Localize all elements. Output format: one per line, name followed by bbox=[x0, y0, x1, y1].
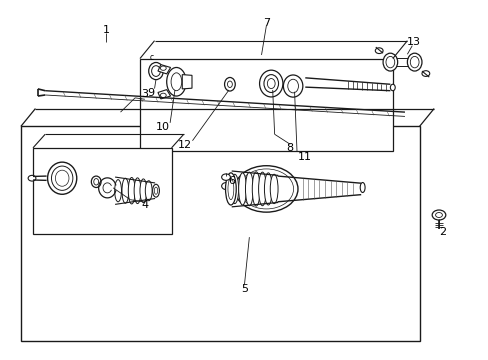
Ellipse shape bbox=[171, 73, 182, 91]
Text: 1: 1 bbox=[102, 25, 109, 35]
Ellipse shape bbox=[115, 180, 121, 202]
Circle shape bbox=[28, 175, 36, 181]
Ellipse shape bbox=[140, 179, 146, 203]
Ellipse shape bbox=[382, 53, 397, 71]
Ellipse shape bbox=[389, 84, 394, 91]
Ellipse shape bbox=[151, 66, 160, 76]
Ellipse shape bbox=[283, 75, 302, 97]
Circle shape bbox=[421, 71, 429, 76]
Text: 8: 8 bbox=[286, 143, 293, 153]
Ellipse shape bbox=[360, 183, 365, 193]
Circle shape bbox=[374, 48, 382, 54]
Ellipse shape bbox=[245, 172, 253, 206]
Text: 6: 6 bbox=[228, 176, 235, 186]
Ellipse shape bbox=[238, 173, 246, 205]
Ellipse shape bbox=[239, 169, 293, 209]
Ellipse shape bbox=[91, 176, 101, 188]
Polygon shape bbox=[158, 64, 170, 74]
Text: 4: 4 bbox=[141, 200, 148, 210]
Text: 2: 2 bbox=[438, 227, 446, 237]
Ellipse shape bbox=[409, 57, 418, 68]
Polygon shape bbox=[158, 90, 170, 99]
Ellipse shape bbox=[148, 63, 163, 80]
Circle shape bbox=[435, 212, 442, 217]
Ellipse shape bbox=[264, 75, 278, 93]
Ellipse shape bbox=[234, 166, 297, 212]
Ellipse shape bbox=[287, 79, 298, 93]
Ellipse shape bbox=[267, 78, 275, 89]
Polygon shape bbox=[182, 75, 192, 89]
Ellipse shape bbox=[152, 184, 159, 197]
Bar bbox=[389, 58, 414, 66]
Text: 9: 9 bbox=[147, 88, 154, 98]
Ellipse shape bbox=[154, 187, 158, 194]
Ellipse shape bbox=[227, 178, 233, 200]
Ellipse shape bbox=[94, 179, 99, 185]
Circle shape bbox=[221, 174, 230, 180]
Bar bbox=[21, 126, 419, 341]
Ellipse shape bbox=[134, 178, 141, 203]
Ellipse shape bbox=[224, 77, 235, 91]
Circle shape bbox=[431, 210, 445, 220]
Ellipse shape bbox=[259, 70, 283, 97]
Bar bbox=[33, 148, 171, 234]
Ellipse shape bbox=[51, 166, 73, 190]
Ellipse shape bbox=[385, 57, 394, 68]
Ellipse shape bbox=[230, 174, 238, 203]
Ellipse shape bbox=[55, 170, 69, 186]
Text: 3: 3 bbox=[141, 89, 148, 99]
Ellipse shape bbox=[252, 172, 260, 206]
Text: 7: 7 bbox=[262, 18, 269, 28]
Circle shape bbox=[160, 66, 166, 70]
Ellipse shape bbox=[270, 174, 278, 203]
Bar bbox=[140, 59, 392, 152]
Ellipse shape bbox=[47, 162, 77, 194]
Ellipse shape bbox=[128, 177, 135, 204]
Ellipse shape bbox=[407, 53, 421, 71]
Ellipse shape bbox=[122, 178, 128, 203]
Ellipse shape bbox=[225, 173, 236, 205]
Ellipse shape bbox=[227, 81, 232, 87]
Ellipse shape bbox=[166, 67, 186, 96]
Text: c: c bbox=[150, 53, 154, 62]
Circle shape bbox=[221, 183, 231, 190]
Ellipse shape bbox=[258, 172, 266, 206]
Ellipse shape bbox=[145, 181, 152, 201]
Text: 12: 12 bbox=[178, 140, 192, 150]
Text: 13: 13 bbox=[406, 37, 420, 48]
Circle shape bbox=[160, 93, 166, 98]
Text: 11: 11 bbox=[298, 152, 312, 162]
Text: 10: 10 bbox=[156, 122, 170, 132]
Ellipse shape bbox=[264, 173, 272, 205]
Text: 5: 5 bbox=[241, 284, 247, 294]
